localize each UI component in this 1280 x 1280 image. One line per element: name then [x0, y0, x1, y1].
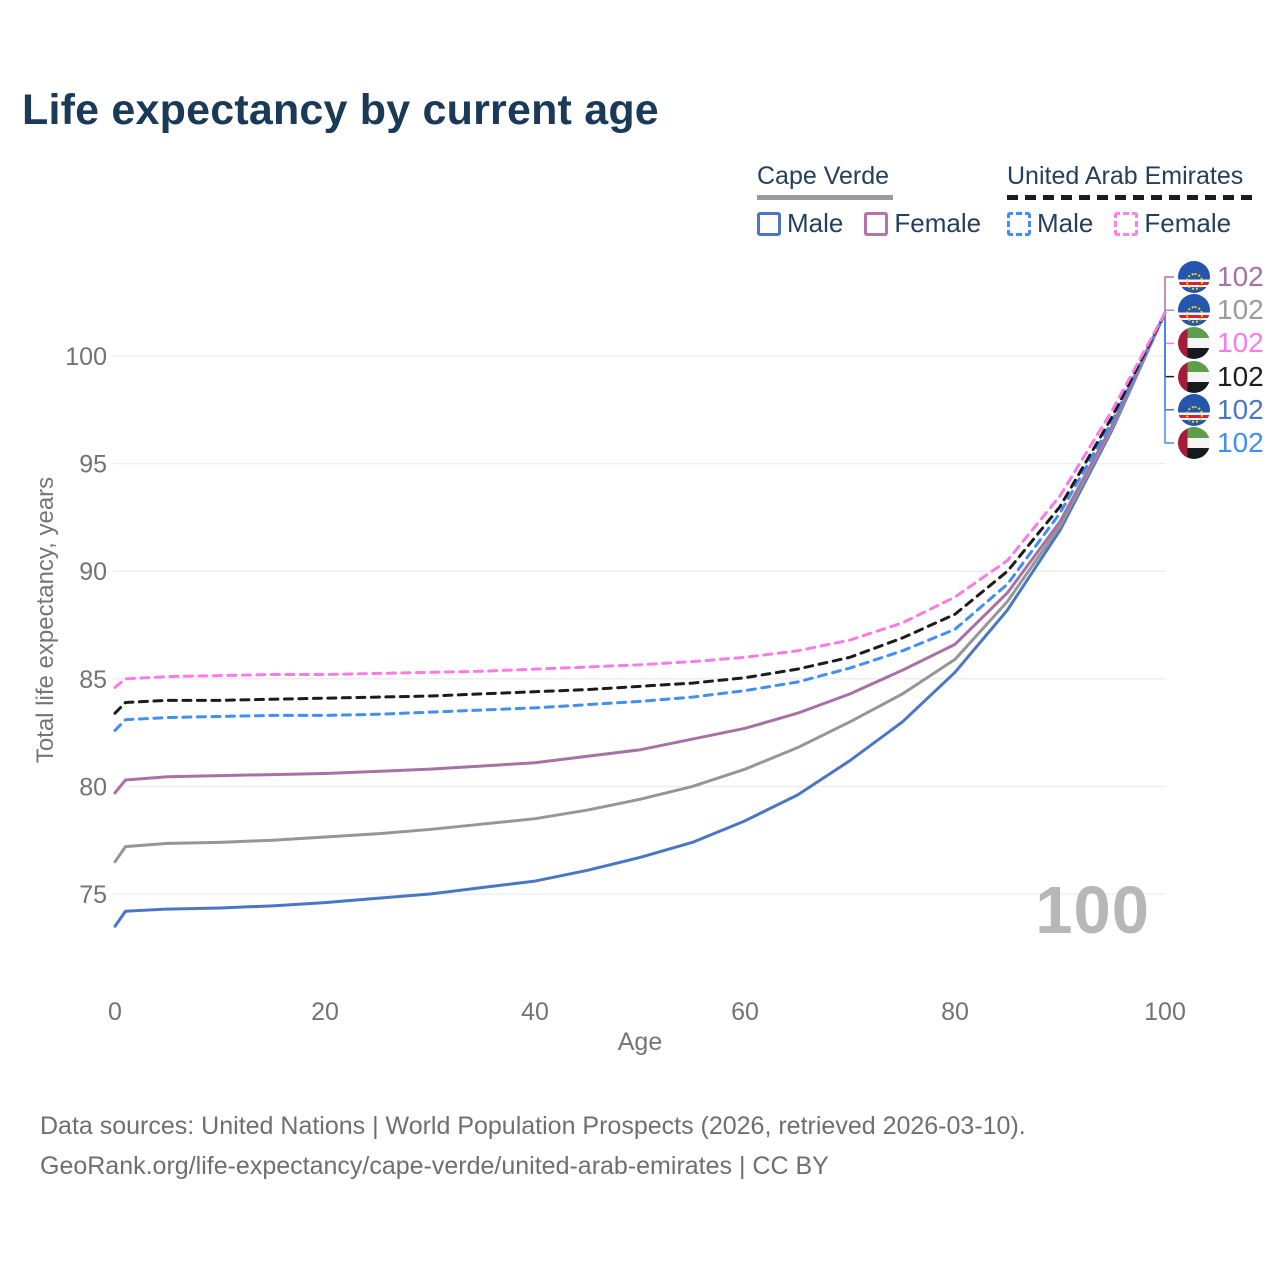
age-watermark: 100	[1035, 873, 1150, 948]
legend-item-label: Female	[1144, 208, 1232, 238]
end-value: 102	[1217, 327, 1264, 358]
y-tick-label: 80	[79, 773, 107, 801]
end-label-connector	[1164, 313, 1174, 444]
cape-verde-flag-icon	[1178, 294, 1210, 326]
end-label-connector	[1164, 313, 1174, 345]
uae-female-swatch-icon	[1114, 211, 1139, 236]
attribution-line: GeoRank.org/life-expectancy/cape-verde/u…	[40, 1152, 829, 1180]
end-label-uae-male: 102	[1178, 427, 1264, 459]
legend-item-cape-verde-male[interactable]: Male	[757, 208, 843, 239]
page-title: Life expectancy by current age	[22, 86, 659, 134]
legend-group-united-arab-emirates: United Arab Emirates Male Female	[1007, 162, 1253, 239]
x-tick-label: 80	[941, 998, 969, 1026]
united-arab-emirates-flag-icon	[1178, 361, 1210, 393]
y-tick-label: 85	[79, 666, 107, 694]
x-tick-label: 20	[311, 998, 339, 1026]
legend-item-cape-verde-female[interactable]: Female	[864, 208, 981, 239]
united-arab-emirates-flag-icon	[1178, 427, 1210, 459]
end-label-uae-female: 102	[1178, 327, 1264, 359]
legend-item-label: Male	[1037, 208, 1094, 238]
united-arab-emirates-flag-icon	[1178, 327, 1210, 359]
x-tick-label: 40	[521, 998, 549, 1026]
y-tick-label: 100	[65, 343, 107, 371]
series-line-uae-male[interactable]	[113, 311, 1167, 732]
end-label-connector	[1164, 313, 1174, 378]
legend-item-uae-male[interactable]: Male	[1007, 208, 1093, 239]
end-label-cape-verde-female: 102	[1178, 261, 1264, 293]
data-sources-line: Data sources: United Nations | World Pop…	[40, 1112, 1026, 1140]
cape-verde-male-swatch-icon	[757, 211, 781, 236]
end-value: 102	[1217, 361, 1264, 392]
cape-verde-flag-icon	[1178, 394, 1210, 426]
uae-male-swatch-icon	[1007, 211, 1031, 236]
cape-verde-female-swatch-icon	[864, 211, 889, 236]
united-arab-emirates-dashed-line-key	[1007, 195, 1253, 200]
end-label-cape-verde-both: 102	[1178, 294, 1264, 326]
legend-country-united-arab-emirates[interactable]: United Arab Emirates	[1007, 162, 1244, 190]
end-label-connector	[1164, 313, 1174, 411]
cape-verde-flag-icon	[1178, 261, 1210, 293]
series-line-uae-both-sexes[interactable]	[113, 311, 1167, 715]
y-axis-title: Total life expectancy, years	[32, 476, 59, 764]
legend-group-cape-verde: Cape Verde Male Female	[757, 162, 981, 239]
end-label-uae-both: 102	[1178, 361, 1264, 393]
x-tick-label: 100	[1144, 998, 1186, 1026]
series-line-cape-verde-both-sexes[interactable]	[113, 311, 1167, 864]
end-value: 102	[1217, 427, 1264, 458]
y-tick-label: 90	[79, 558, 107, 586]
end-label-cape-verde-male: 102	[1178, 394, 1264, 426]
legend-item-label: Male	[787, 208, 844, 238]
end-value: 102	[1217, 294, 1264, 325]
y-tick-label: 75	[79, 881, 107, 909]
legend-item-label: Female	[894, 208, 982, 238]
x-tick-label: 60	[731, 998, 759, 1026]
series-line-cape-verde-female[interactable]	[113, 311, 1167, 795]
x-axis-title: Age	[617, 1028, 663, 1056]
legend-country-cape-verde[interactable]: Cape Verde	[757, 162, 890, 190]
cape-verde-solid-line-key	[757, 195, 893, 200]
legend-item-uae-female[interactable]: Female	[1114, 208, 1231, 239]
end-value: 102	[1217, 394, 1264, 425]
footer: Data sources: United Nations | World Pop…	[40, 1106, 1026, 1186]
end-value: 102	[1217, 261, 1264, 292]
series-line-uae-female[interactable]	[113, 311, 1167, 689]
end-label-connector	[1164, 276, 1174, 313]
y-tick-label: 95	[79, 451, 107, 479]
x-tick-label: 0	[108, 998, 122, 1026]
series-line-cape-verde-male[interactable]	[113, 311, 1167, 928]
